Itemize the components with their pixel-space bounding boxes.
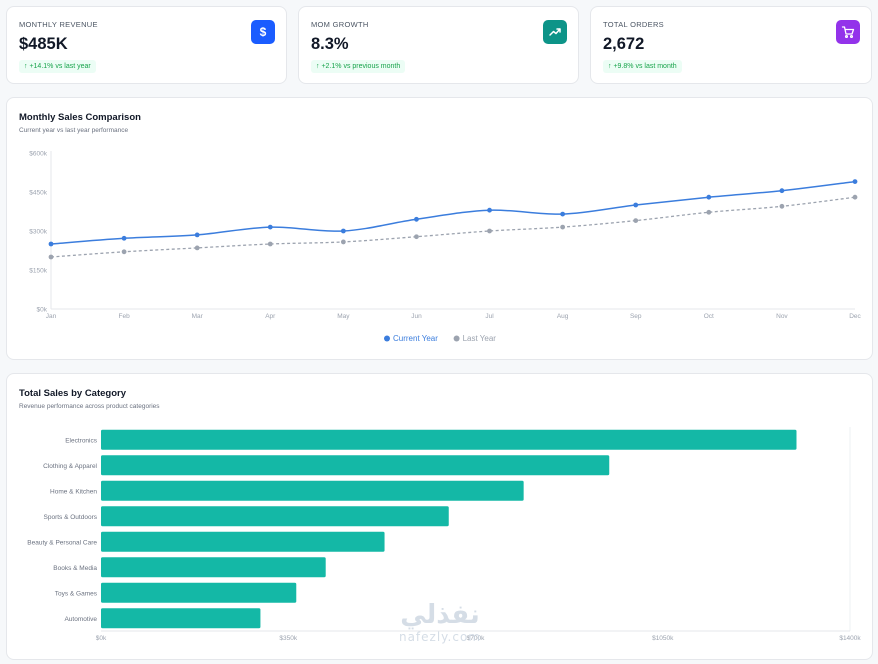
watermark: نفذلي nafezly.com <box>385 600 495 644</box>
data-point-last-year <box>633 218 639 223</box>
kpi-value: $485K <box>19 35 68 53</box>
category-label: Home & Kitchen <box>50 488 97 495</box>
legend-marker-last-year <box>453 335 460 342</box>
y-tick-label: $450k <box>29 190 47 197</box>
data-point-current-year <box>706 194 712 200</box>
data-point-current-year <box>852 179 858 184</box>
chart-subtitle: Current year vs last year performance <box>19 127 129 134</box>
data-point-current-year <box>267 224 273 230</box>
bar <box>101 608 261 629</box>
x-tick-label: $0k <box>96 635 107 642</box>
y-tick-label: $150k <box>29 268 47 275</box>
data-point-last-year <box>340 239 346 245</box>
x-tick-label: May <box>337 313 350 320</box>
series-line-last-year <box>50 196 856 258</box>
data-point-current-year <box>779 188 785 194</box>
x-tick-label: Jul <box>485 313 494 320</box>
x-tick-label: Jan <box>46 313 57 320</box>
chart-title: Total Sales by Category <box>19 388 126 399</box>
kpi-value: 8.3% <box>311 35 349 53</box>
cart-icon <box>836 20 860 44</box>
category-label: Toys & Games <box>55 590 98 597</box>
category-label: Automotive <box>64 616 97 623</box>
category-label: Electronics <box>65 437 98 444</box>
data-point-last-year <box>852 194 858 200</box>
kpi-card-orders: TOTAL ORDERS 2,672 ↑ +9.8% vs last month <box>590 6 872 84</box>
kpi-change-badge: ↑ +9.8% vs last month <box>603 60 682 73</box>
data-point-last-year <box>194 245 200 251</box>
data-point-last-year <box>121 249 127 255</box>
data-point-current-year <box>340 228 346 234</box>
data-point-last-year <box>706 209 712 215</box>
x-tick-label: Sep <box>630 313 642 320</box>
kpi-label: TOTAL ORDERS <box>603 20 664 29</box>
data-point-current-year <box>560 211 566 217</box>
trending-up-icon <box>543 20 567 44</box>
data-point-last-year <box>414 234 419 240</box>
data-point-current-year <box>48 241 54 247</box>
bar <box>101 531 385 552</box>
bar <box>101 557 326 578</box>
x-tick-label: $1400k <box>839 635 861 642</box>
y-tick-label: $300k <box>29 229 47 236</box>
data-point-last-year <box>779 203 785 209</box>
series-line-current-year <box>50 180 856 245</box>
kpi-change-badge: ↑ +2.1% vs previous month <box>311 60 406 73</box>
data-point-current-year <box>194 232 200 238</box>
bar-chart: Electronics Clothing & Apparel Home & Kitc… <box>27 427 861 642</box>
y-tick-label: $600k <box>29 151 47 158</box>
x-tick-label: $1050k <box>652 635 674 642</box>
x-tick-label: Nov <box>776 313 788 320</box>
x-tick-label: Oct <box>704 313 714 320</box>
x-tick-label: Dec <box>849 313 861 320</box>
sales-comparison-card: Monthly Sales Comparison Current year vs… <box>6 97 873 360</box>
data-point-current-year <box>121 235 127 241</box>
x-tick-label: Aug <box>557 313 569 320</box>
kpi-card-revenue: MONTHLY REVENUE $485K ↑ +14.1% vs last y… <box>6 6 287 84</box>
legend-marker-current-year <box>384 335 390 342</box>
chart-title: Monthly Sales Comparison <box>19 112 141 123</box>
kpi-change-badge: ↑ +14.1% vs last year <box>19 60 96 73</box>
chart-subtitle: Revenue performance across product categ… <box>19 403 160 410</box>
legend-label-last-year: Last Year <box>463 334 497 343</box>
data-point-current-year <box>487 207 492 213</box>
data-point-current-year <box>633 202 639 208</box>
watermark-url: nafezly.com <box>398 630 482 644</box>
bar <box>101 455 610 476</box>
category-label: Beauty & Personal Care <box>27 539 97 546</box>
data-point-last-year <box>487 228 492 234</box>
x-tick-label: $700k <box>467 635 485 642</box>
kpi-card-growth: MOM GROWTH 8.3% ↑ +2.1% vs previous mont… <box>298 6 579 84</box>
data-point-last-year <box>267 241 273 247</box>
data-point-last-year <box>560 224 566 230</box>
y-tick-label: $0k <box>37 307 48 314</box>
x-tick-label: Feb <box>118 313 130 320</box>
svg-text:$: $ <box>260 25 267 39</box>
category-label: Clothing & Apparel <box>43 463 97 470</box>
kpi-label: MOM GROWTH <box>311 20 369 29</box>
kpi-label: MONTHLY REVENUE <box>19 20 98 29</box>
line-chart: $0k $150k $300k $450k $600k Jan Feb Mar Apr May Ju… <box>29 151 861 344</box>
dollar-icon: $ <box>251 20 275 44</box>
x-tick-label: $350k <box>279 635 297 642</box>
category-label: Sports & Outdoors <box>44 514 98 521</box>
x-tick-label: Jun <box>411 313 422 320</box>
data-point-last-year <box>48 254 54 260</box>
bar <box>101 429 797 450</box>
category-label: Books & Media <box>53 565 97 572</box>
x-tick-label: Apr <box>265 313 276 320</box>
bar <box>101 480 524 501</box>
watermark-arabic: نفذلي <box>400 600 480 630</box>
bar <box>101 506 449 527</box>
bar <box>101 582 297 603</box>
legend-label-current-year: Current Year <box>393 334 438 343</box>
data-point-current-year <box>414 216 419 222</box>
category-sales-card: Total Sales by Category Revenue performa… <box>6 373 873 660</box>
x-tick-label: Mar <box>192 313 204 320</box>
kpi-value: 2,672 <box>603 35 645 53</box>
